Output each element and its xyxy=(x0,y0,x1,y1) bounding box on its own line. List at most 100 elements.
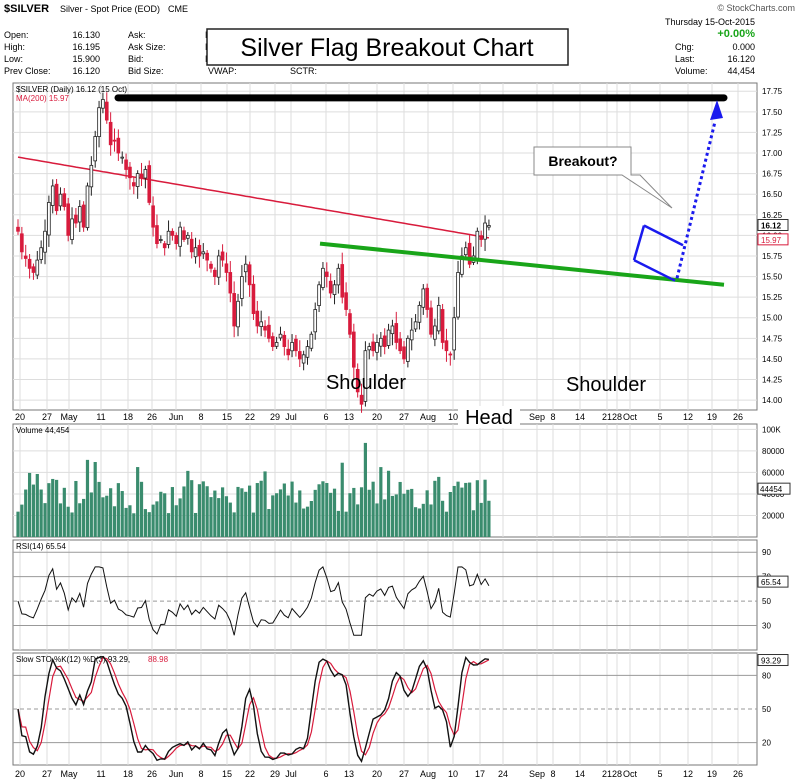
price-candle xyxy=(93,136,98,162)
rsi-tag: 65.54 xyxy=(761,578,782,587)
volume-bar xyxy=(332,488,337,537)
x-tick-label: 8 xyxy=(198,412,203,422)
x-tick-label: 20 xyxy=(372,412,382,422)
y-tick-label: 80000 xyxy=(762,447,785,456)
volume-bar xyxy=(468,482,472,537)
price-candle xyxy=(340,264,345,298)
header-mid-label: Bid: xyxy=(128,54,144,64)
rsi-line xyxy=(17,566,490,636)
volume-bar xyxy=(20,504,24,537)
volume-bar xyxy=(174,505,178,537)
volume-bar xyxy=(317,484,321,537)
rsi-legend: RSI(14) 65.54 xyxy=(16,542,66,551)
price-candle xyxy=(355,368,360,393)
price-candle xyxy=(324,271,329,277)
price-candle xyxy=(178,226,182,247)
x-tick-label: 17 xyxy=(475,769,485,779)
price-legend-ma: MA(200) 15.97 xyxy=(16,94,69,103)
price-candle xyxy=(228,272,233,294)
price-candle xyxy=(247,264,252,286)
y-tick-label: 50 xyxy=(762,705,771,714)
price-candle xyxy=(182,230,186,240)
title-box xyxy=(206,28,569,66)
price-candle xyxy=(108,121,113,146)
ma-200-line xyxy=(17,156,490,239)
price-candle xyxy=(31,266,36,273)
volume-bar xyxy=(89,492,93,537)
y-tick-label: 20 xyxy=(762,739,771,748)
volume-bar xyxy=(16,511,20,537)
price-candle xyxy=(317,284,321,306)
y-tick-label: 15.75 xyxy=(762,252,783,261)
volume-bar xyxy=(112,506,117,537)
x-tick-label: 18 xyxy=(123,769,133,779)
x-tick-label: Jun xyxy=(169,769,184,779)
header-right-label: Last: xyxy=(675,54,695,64)
x-tick-label: 20 xyxy=(15,412,25,422)
price-candle xyxy=(382,335,387,347)
y-tick-label: 17.00 xyxy=(762,149,783,158)
price-candle xyxy=(224,263,229,273)
x-tick-label: Jun xyxy=(169,412,184,422)
volume-bar xyxy=(147,512,151,537)
header-mid-label: Bid Size: xyxy=(128,66,164,76)
sto-tag: 93.29 xyxy=(761,657,782,666)
volume-bar xyxy=(190,480,194,537)
volume-bar xyxy=(456,481,460,537)
price-candle xyxy=(270,336,275,347)
price-tag-box xyxy=(757,218,789,231)
price-candle xyxy=(147,165,152,203)
volume-bar xyxy=(66,506,70,537)
x-tick-label: 13 xyxy=(344,769,354,779)
volume-bar xyxy=(344,511,348,537)
volume-bar xyxy=(452,485,456,537)
volume-bar xyxy=(27,472,32,537)
header-field-label: Prev Close: xyxy=(4,66,51,76)
header-field-value: 16.195 xyxy=(72,42,100,52)
volume-bar xyxy=(39,489,43,537)
price-candle xyxy=(394,323,399,343)
price-candle xyxy=(216,255,221,278)
price-candle xyxy=(81,204,86,228)
volume-bar xyxy=(232,512,236,537)
volume-tag: 44454 xyxy=(760,485,783,494)
x-tick-label: 12 xyxy=(683,769,693,779)
volume-bar xyxy=(321,481,325,537)
volume-bar xyxy=(483,479,487,537)
price-candle xyxy=(313,309,318,333)
volume-bar xyxy=(51,478,55,537)
volume-bar xyxy=(136,467,140,537)
volume-bar xyxy=(159,491,163,537)
price-candle xyxy=(452,317,456,351)
volume-bar xyxy=(97,481,101,537)
neckline xyxy=(319,241,725,287)
price-candle xyxy=(97,107,101,137)
price-candle xyxy=(58,193,63,207)
projection-arrow xyxy=(675,121,717,279)
y-tick-label: 15.50 xyxy=(762,273,783,282)
header-right-label: Chg: xyxy=(675,42,694,52)
y-tick-label: 15.00 xyxy=(762,314,783,323)
volume-bar xyxy=(151,504,155,537)
header-mid-label: Ask Size: xyxy=(128,42,166,52)
price-candle xyxy=(386,329,391,346)
y-tick-label: 80 xyxy=(762,671,771,680)
x-tick-label: Aug xyxy=(420,769,436,779)
volume-bar xyxy=(294,502,298,537)
volume-bar xyxy=(379,467,383,537)
x-tick-label: 11 xyxy=(96,769,105,779)
volume-bar xyxy=(278,489,283,537)
x-tick-label: Jul xyxy=(285,412,297,422)
price-candle xyxy=(402,346,406,360)
price-candle xyxy=(294,338,298,352)
price-candle xyxy=(409,329,414,341)
price-candle xyxy=(363,350,368,402)
sto-legend: Slow STO %K(12) %D(3) 93.29, xyxy=(16,655,130,664)
x-tick-label: 19 xyxy=(707,412,717,422)
x-tick-label: 29 xyxy=(270,769,280,779)
price-candle xyxy=(440,309,445,343)
price-candle xyxy=(189,238,194,253)
volume-bar xyxy=(448,492,452,537)
header-date: Thursday 15-Oct-2015 xyxy=(665,17,755,27)
price-candle xyxy=(243,263,248,273)
